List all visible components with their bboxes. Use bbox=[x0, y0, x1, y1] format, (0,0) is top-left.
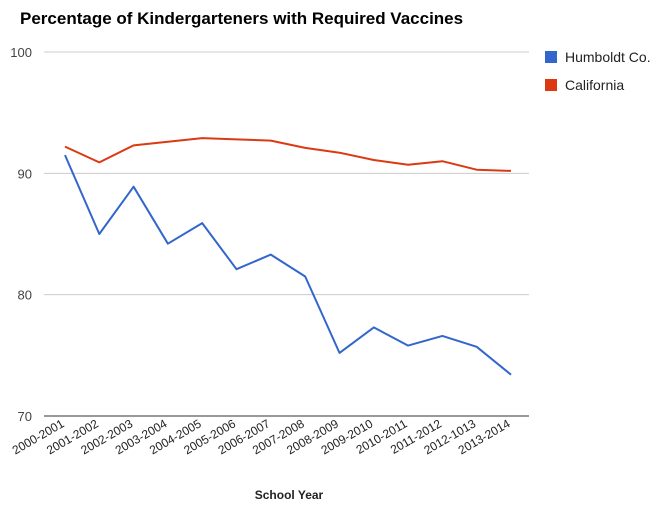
legend: Humboldt Co. California bbox=[545, 49, 651, 93]
legend-swatch bbox=[545, 51, 557, 63]
x-axis-ticks: 2000-20012001-20022002-20032003-20042004… bbox=[10, 416, 513, 457]
gridlines bbox=[44, 51, 529, 417]
y-tick-label: 70 bbox=[18, 409, 32, 424]
legend-label: California bbox=[565, 77, 624, 93]
series-line bbox=[64, 154, 512, 376]
y-tick-label: 80 bbox=[18, 288, 32, 303]
y-tick-label: 100 bbox=[10, 45, 32, 60]
legend-swatch bbox=[545, 79, 557, 91]
y-tick-label: 90 bbox=[18, 166, 32, 181]
legend-label: Humboldt Co. bbox=[565, 49, 651, 65]
x-axis-label: School Year bbox=[255, 488, 324, 502]
series-lines bbox=[64, 137, 512, 376]
chart-title: Percentage of Kindergarteners with Requi… bbox=[20, 9, 463, 28]
series-line bbox=[64, 137, 512, 172]
y-axis-ticks: 70 80 90 100 bbox=[10, 45, 32, 424]
